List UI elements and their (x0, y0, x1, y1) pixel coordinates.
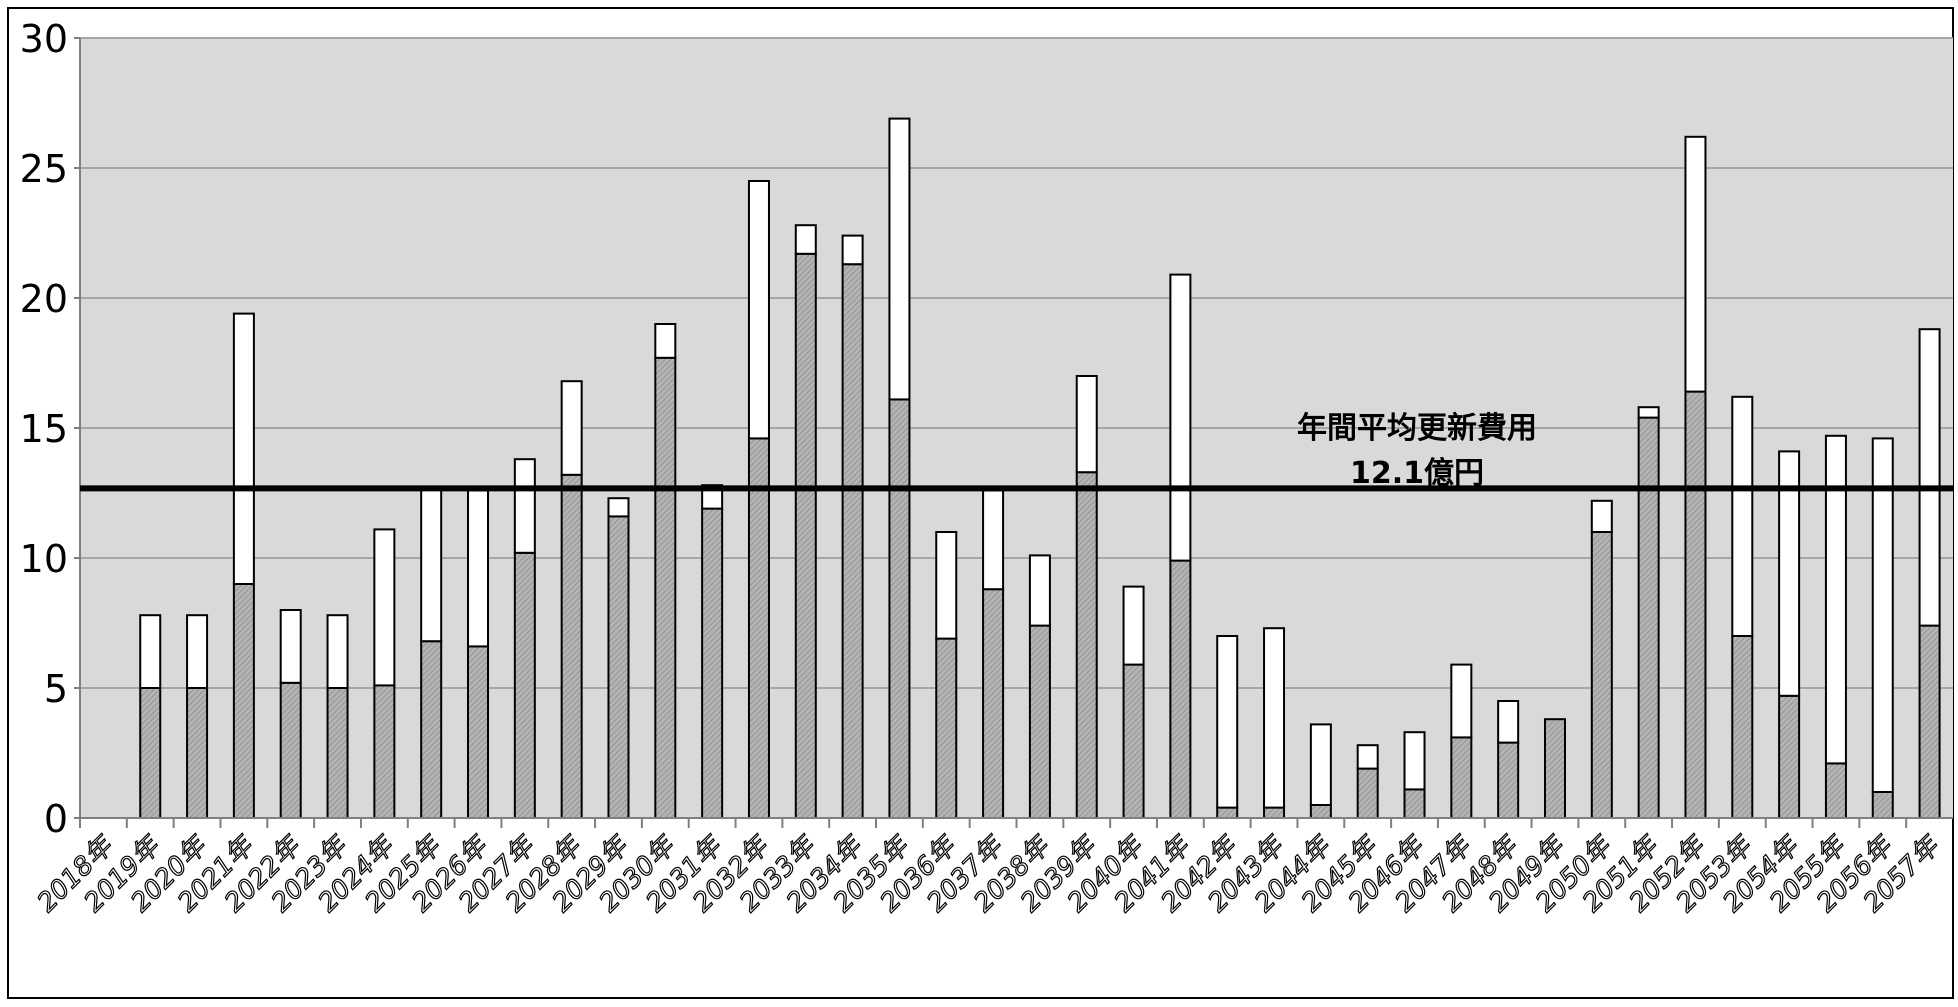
bar-segment-lower (1684, 390, 1707, 819)
y-tick-label: 10 (20, 537, 68, 581)
average-line-group: 年間平均更新費用 12.1億円 (80, 411, 1953, 492)
bar-segment-upper (139, 614, 162, 690)
bar-segment-lower (1309, 804, 1332, 819)
bar-segment-upper (1731, 395, 1754, 637)
bar-segment-lower (1356, 767, 1379, 819)
bar-segment-upper (1028, 554, 1051, 627)
bar-segment-lower (1824, 762, 1847, 820)
bar-segment-lower (1497, 741, 1520, 819)
bar-segment-upper (1403, 731, 1426, 791)
bar-segment-lower (232, 583, 255, 819)
bar-segment-lower (326, 687, 349, 819)
y-tick-label: 15 (20, 407, 68, 451)
bar-segment-lower (1590, 531, 1613, 819)
bar-segment-upper (279, 609, 302, 684)
bar-segment-lower (1403, 788, 1426, 820)
bar-segment-lower (1122, 663, 1145, 819)
bars (139, 117, 1941, 820)
bar-segment-upper (1122, 585, 1145, 666)
bar-segment-lower (560, 473, 583, 819)
bar-segment-lower (841, 263, 864, 819)
bar-segment-upper (1356, 744, 1379, 770)
bar-segment-lower (1263, 806, 1286, 819)
bar-segment-upper (373, 528, 396, 687)
bar-segment-upper (1263, 627, 1286, 809)
bar-segment-lower (701, 507, 724, 819)
bar-segment-upper (513, 458, 536, 554)
bar-segment-upper (794, 224, 817, 255)
bar-segment-upper (1637, 406, 1660, 419)
bar-segment-lower (1169, 559, 1192, 819)
bar-segment-upper (1075, 375, 1098, 474)
bar-segment-upper (420, 486, 443, 643)
y-tick-label: 25 (20, 147, 68, 191)
bar-segment-lower (139, 687, 162, 819)
bar-segment-lower (607, 515, 630, 820)
bar-segment-upper (654, 323, 677, 359)
bar-segment-lower (1871, 791, 1894, 819)
bar-segment-upper (1684, 135, 1707, 393)
bar-segment-upper (1871, 437, 1894, 793)
bar-segment-upper (747, 180, 770, 440)
bar-segment-lower (1216, 806, 1239, 819)
average-line-label: 年間平均更新費用 (1297, 411, 1537, 446)
bar-segment-lower (935, 637, 958, 819)
y-axis-ticks: 0 5 10 15 20 25 30 (20, 17, 81, 841)
bar-segment-upper (1450, 663, 1473, 739)
bar-segment-upper (1169, 273, 1192, 562)
average-line-value: 12.1億円 (1350, 456, 1484, 491)
bar-segment-upper (935, 531, 958, 640)
bar-segment-upper (1216, 635, 1239, 809)
bar-segment-lower (888, 398, 911, 819)
bar-segment-upper (841, 234, 864, 266)
bar-segment-lower (1028, 624, 1051, 819)
bar-segment-lower (654, 356, 677, 819)
bar-segment-lower (1637, 416, 1660, 819)
bar-segment-lower (186, 687, 209, 819)
bar-segment-lower (279, 681, 302, 819)
bar-segment-lower (467, 645, 490, 820)
y-tick-label: 0 (44, 797, 68, 841)
bar-segment-lower (1731, 635, 1754, 819)
bar-segment-upper (1497, 700, 1520, 744)
bar-segment-lower (1918, 624, 1941, 819)
bar-segment-upper (186, 614, 209, 690)
bar-segment-upper (326, 614, 349, 690)
bar-segment-upper (888, 117, 911, 401)
bar-segment-upper (1309, 723, 1332, 807)
y-tick-label: 20 (20, 277, 68, 321)
bar-segment-lower (1778, 694, 1801, 819)
bar-segment-upper (1918, 328, 1941, 627)
bar-segment-lower (513, 551, 536, 819)
bar-segment-lower (747, 437, 770, 819)
bar-segment-upper (1778, 450, 1801, 697)
bar-segment-upper (467, 489, 490, 648)
bar-segment-upper (982, 489, 1005, 591)
bar-segment-lower (794, 252, 817, 820)
bar-segment-upper (560, 380, 583, 476)
y-tick-label: 30 (20, 17, 68, 61)
bar-segment-lower (982, 588, 1005, 820)
bar-segment-lower (1075, 471, 1098, 819)
bar-segment-upper (607, 497, 630, 518)
bar-segment-upper (1590, 499, 1613, 533)
bar-segment-upper (232, 312, 255, 585)
bar-segment-lower (420, 640, 443, 820)
bar-segment-upper (1824, 434, 1847, 765)
bar-segment-lower (1543, 718, 1566, 820)
bar-segment-lower (1450, 736, 1473, 820)
bar-segment-lower (373, 684, 396, 820)
y-tick-label: 5 (44, 667, 68, 711)
